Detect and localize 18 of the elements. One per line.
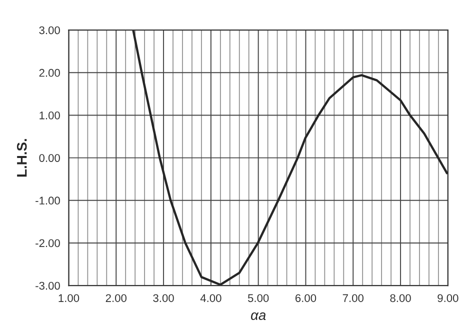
x-tick-label: 8.00	[390, 294, 411, 302]
y-tick-label: -2.00	[36, 239, 60, 248]
y-tick-label: 2.00	[39, 68, 60, 77]
y-tick-label: 1.00	[40, 111, 60, 120]
x-tick-label: 5.00	[248, 294, 269, 302]
y-tick-label: -3.00	[36, 282, 60, 290]
y-tick-label: 3.00	[39, 26, 60, 34]
x-tick-label: 9.00	[438, 294, 458, 302]
x-tick-label: 1.00	[58, 294, 80, 302]
y-tick-label: 0.00	[39, 154, 60, 162]
x-tick-label: 3.00	[153, 294, 174, 302]
x-axis-title: αa	[250, 312, 266, 320]
x-tick-label: 2.00	[106, 294, 127, 302]
y-axis-title: L.H.S.	[16, 139, 27, 177]
y-tick-label: -1.00	[36, 196, 60, 205]
x-tick-label: 4.00	[200, 294, 222, 302]
x-tick-label: 7.00	[342, 294, 364, 302]
x-tick-label: 6.00	[295, 294, 316, 302]
